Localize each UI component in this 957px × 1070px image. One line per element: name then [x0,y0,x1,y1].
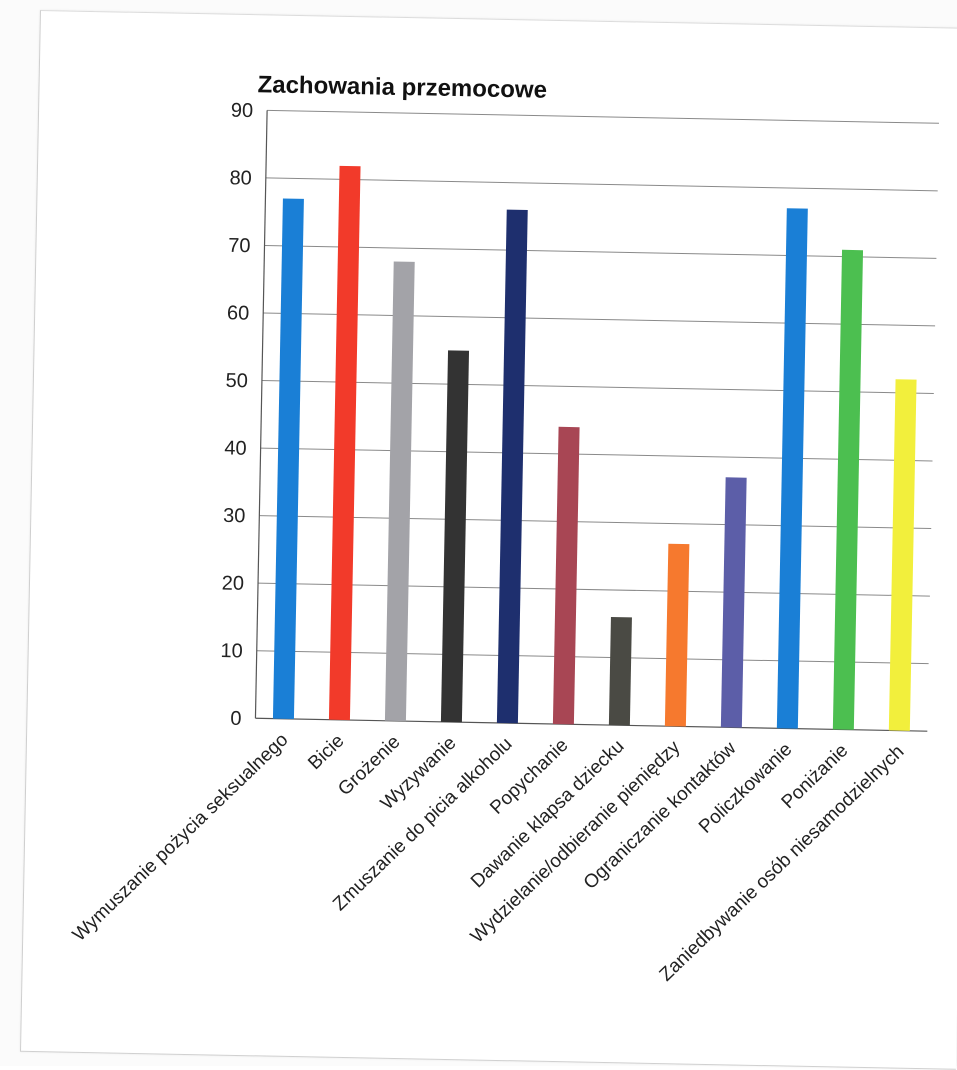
x-tick-label: Bicie [304,730,348,774]
gridline [267,109,940,124]
bars [272,165,917,731]
y-tick-label: 40 [224,437,247,459]
bar [440,350,470,723]
gridline [259,515,932,530]
chart-title: Zachowania przemocowe [257,71,547,104]
gridline [258,582,930,597]
bar [552,426,580,725]
gridline [265,177,938,192]
x-axis-line [255,717,928,732]
x-tick-label: Wymuszanie pożycia seksualnego [69,729,293,945]
bar [776,208,808,729]
gridline [264,244,937,259]
y-tick-label: 50 [225,370,248,392]
y-tick-label: 70 [228,235,251,257]
y-tick-label: 30 [223,505,246,527]
bar [328,165,361,721]
gridline [263,312,936,327]
bar [384,261,415,722]
y-tick-label: 20 [222,572,245,594]
bar [272,198,304,720]
y-tick-label: 90 [231,100,254,122]
gridline [256,650,929,665]
y-tick-label: 0 [230,708,242,730]
bar [496,209,528,724]
y-tick-label: 80 [229,167,252,189]
x-axis-ticks: Wymuszanie pożycia seksualnego BicieGroże… [69,729,909,985]
paper-sheet: Zachowania przemocowe 0 10 20 30 40 50 60 70 80 9… [19,10,957,1070]
bar [608,616,632,726]
bar [832,249,864,730]
bar [720,477,747,728]
bar [888,379,917,731]
y-tick-label: 60 [227,302,250,324]
gridline [260,447,933,462]
x-tick-label: Wydzielanie/odbieranie pieniędzy [467,737,685,948]
y-axis-line [254,110,268,719]
gridline [261,380,934,394]
y-tick-label: 10 [220,640,243,662]
y-axis-ticks: 0 10 20 30 40 50 60 70 80 90 [220,100,254,730]
gridlines [254,109,940,732]
bar-chart: Zachowania przemocowe 0 10 20 30 40 50 60 70 80 9… [69,71,940,986]
bar [664,543,690,727]
